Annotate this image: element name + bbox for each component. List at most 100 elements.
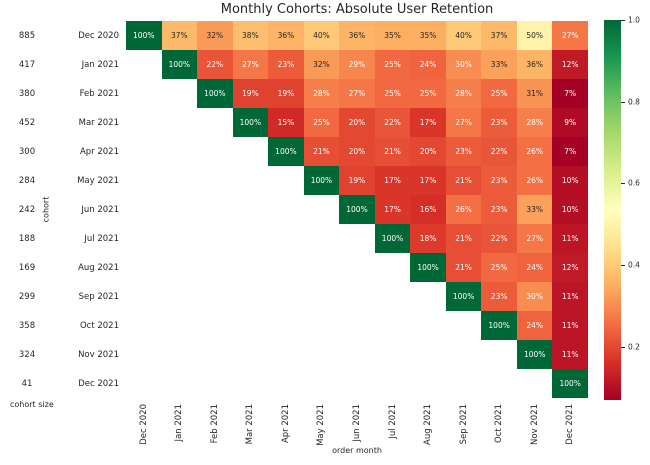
y-tick-label: Aug 2021 bbox=[78, 262, 119, 273]
heatmap-cell: 50% bbox=[516, 21, 553, 50]
heatmap-cell: 23% bbox=[445, 137, 482, 166]
heatmap-cell: 15% bbox=[268, 108, 304, 137]
heatmap-cell: 100% bbox=[339, 195, 375, 224]
heatmap-cell: 11% bbox=[552, 282, 588, 311]
x-tick-label: Oct 2021 bbox=[494, 404, 505, 444]
cohort-size-value: 41 bbox=[21, 378, 33, 389]
heatmap-cell: 28% bbox=[445, 79, 482, 108]
heatmap-cell: 31% bbox=[516, 79, 553, 108]
colorbar-tick-label: 0.8 bbox=[628, 97, 640, 107]
heatmap-cell: 100% bbox=[232, 108, 269, 137]
heatmap-cell: 28% bbox=[516, 108, 553, 137]
heatmap-cell: 25% bbox=[410, 79, 446, 108]
heatmap-cell: 10% bbox=[552, 195, 588, 224]
heatmap-cell: 27% bbox=[552, 21, 588, 50]
heatmap-cell: 36% bbox=[268, 21, 304, 50]
heatmap-cell: 100% bbox=[445, 282, 482, 311]
heatmap-cell: 24% bbox=[516, 253, 553, 282]
heatmap-cell: 100% bbox=[374, 224, 411, 253]
heatmap-cell: 32% bbox=[303, 50, 340, 79]
colorbar-tick-label: 0.4 bbox=[628, 260, 640, 270]
heatmap-cell: 23% bbox=[481, 166, 517, 195]
colorbar-tick-mark bbox=[621, 101, 625, 103]
heatmap-cell: 17% bbox=[410, 108, 446, 137]
x-axis-label: order month bbox=[332, 446, 382, 455]
heatmap-cell: 36% bbox=[339, 21, 375, 50]
heatmap-cell: 100% bbox=[552, 369, 588, 398]
chart-title: Monthly Cohorts: Absolute User Retention bbox=[220, 2, 494, 17]
cohort-size-value: 380 bbox=[18, 88, 36, 99]
heatmap-cell: 22% bbox=[481, 224, 517, 253]
cohort-size-value: 358 bbox=[18, 320, 36, 331]
y-tick-label: Apr 2021 bbox=[79, 146, 119, 157]
heatmap-cell: 28% bbox=[303, 79, 340, 108]
cohort-size-value: 188 bbox=[18, 233, 36, 244]
heatmap-cell: 23% bbox=[481, 195, 517, 224]
heatmap-cell: 100% bbox=[481, 311, 517, 340]
heatmap-cell: 37% bbox=[161, 21, 198, 50]
heatmap-cell: 11% bbox=[552, 224, 588, 253]
x-tick-label: May 2021 bbox=[316, 404, 327, 446]
y-tick-label: Sep 2021 bbox=[78, 291, 119, 302]
y-tick-label: Mar 2021 bbox=[78, 117, 119, 128]
heatmap-cell: 11% bbox=[552, 340, 588, 369]
heatmap-cell: 7% bbox=[552, 137, 588, 166]
heatmap-cell: 17% bbox=[374, 195, 411, 224]
cohort-size-value: 284 bbox=[18, 175, 36, 186]
colorbar-tick-mark bbox=[621, 20, 625, 21]
heatmap-cell: 40% bbox=[303, 21, 340, 50]
x-tick-label: Mar 2021 bbox=[245, 404, 256, 445]
x-tick-label: Sep 2021 bbox=[458, 404, 469, 445]
heatmap-cell: 27% bbox=[232, 50, 269, 79]
heatmap-cell: 36% bbox=[516, 50, 553, 79]
y-tick-label: Oct 2021 bbox=[79, 320, 119, 331]
x-tick-label: Jul 2021 bbox=[387, 404, 398, 439]
heatmap-cell: 37% bbox=[481, 21, 517, 50]
heatmap-cell: 22% bbox=[374, 108, 411, 137]
cohort-size-value: 300 bbox=[18, 146, 36, 157]
heatmap-cell: 33% bbox=[516, 195, 553, 224]
x-tick-label: Apr 2021 bbox=[280, 404, 291, 444]
cohort-size-value: 324 bbox=[18, 349, 36, 360]
colorbar bbox=[604, 20, 621, 400]
heatmap-cell: 32% bbox=[197, 21, 233, 50]
heatmap-cell: 100% bbox=[303, 166, 340, 195]
cohort-size-label: cohort size bbox=[10, 400, 54, 409]
heatmap-cell: 20% bbox=[410, 137, 446, 166]
heatmap-cell: 19% bbox=[339, 166, 375, 195]
heatmap-cell: 20% bbox=[339, 137, 375, 166]
heatmap-cell: 35% bbox=[374, 21, 411, 50]
heatmap-cell: 100% bbox=[197, 79, 233, 108]
cohort-size-value: 169 bbox=[18, 262, 36, 273]
heatmap-cell: 12% bbox=[552, 50, 588, 79]
heatmap-cell: 24% bbox=[516, 311, 553, 340]
heatmap-cell: 33% bbox=[481, 50, 517, 79]
heatmap-cell: 10% bbox=[552, 166, 588, 195]
colorbar-tick-mark bbox=[621, 183, 625, 185]
colorbar-tick-label: 0.6 bbox=[628, 178, 640, 188]
heatmap-cell: 16% bbox=[410, 195, 446, 224]
colorbar-tick-mark bbox=[621, 265, 625, 267]
cohort-size-value: 885 bbox=[18, 30, 36, 41]
y-tick-label: Dec 2021 bbox=[78, 378, 119, 389]
heatmap-cell: 26% bbox=[516, 166, 553, 195]
x-tick-label: Jun 2021 bbox=[352, 404, 362, 442]
heatmap-cell: 25% bbox=[303, 108, 340, 137]
x-tick-label: Nov 2021 bbox=[529, 404, 540, 445]
heatmap-cell: 100% bbox=[161, 50, 198, 79]
y-tick-label: Feb 2021 bbox=[79, 88, 119, 99]
y-tick-label: Jul 2021 bbox=[84, 233, 119, 244]
heatmap-cell: 100% bbox=[516, 340, 553, 369]
heatmap-cell: 40% bbox=[445, 21, 482, 50]
x-tick-label: Feb 2021 bbox=[209, 404, 220, 444]
heatmap-cell: 30% bbox=[516, 282, 553, 311]
heatmap-cell: 23% bbox=[268, 50, 304, 79]
heatmap-cell: 23% bbox=[481, 108, 517, 137]
colorbar-tick-label: 0.2 bbox=[628, 342, 640, 352]
heatmap-cell: 100% bbox=[126, 21, 162, 50]
heatmap-cell: 20% bbox=[339, 108, 375, 137]
colorbar-tick-label: 1.0 bbox=[628, 15, 640, 25]
heatmap-cell: 27% bbox=[445, 108, 482, 137]
cohort-size-value: 452 bbox=[18, 117, 36, 128]
